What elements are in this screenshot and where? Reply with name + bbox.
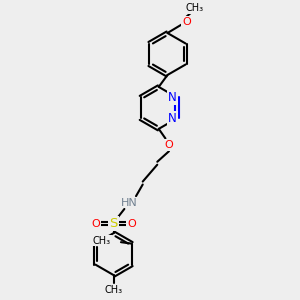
Text: N: N — [168, 91, 177, 104]
Text: HN: HN — [121, 198, 138, 208]
Text: S: S — [110, 217, 118, 230]
Text: O: O — [127, 218, 136, 229]
Text: CH₃: CH₃ — [93, 236, 111, 246]
Text: CH₃: CH₃ — [104, 285, 123, 295]
Text: O: O — [91, 218, 100, 229]
Text: O: O — [165, 140, 173, 150]
Text: O: O — [182, 17, 191, 27]
Text: N: N — [168, 112, 177, 125]
Text: CH₃: CH₃ — [185, 3, 203, 13]
